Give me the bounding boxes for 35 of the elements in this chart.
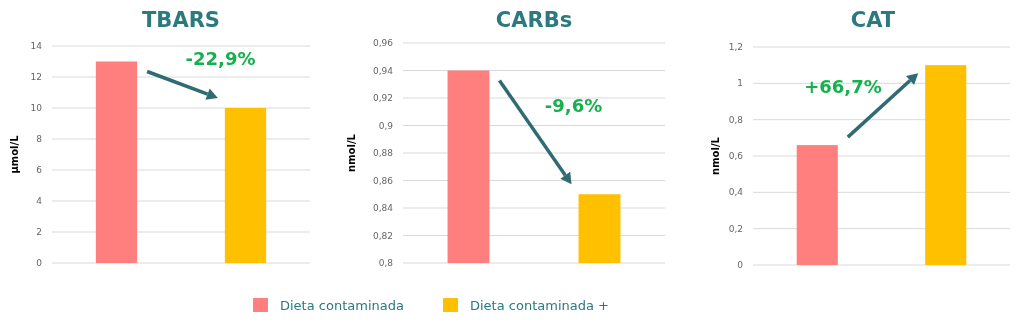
y-tick-label: 0,84 (372, 203, 394, 214)
y-tick-label: 0,92 (372, 93, 393, 104)
y-tick-label: 14 (30, 41, 43, 52)
y-tick-label: 0,86 (372, 175, 394, 186)
y-tick-label: 0,96 (372, 38, 394, 49)
legend-label: Dieta contaminada (280, 298, 404, 313)
annotation: +66,7% (804, 76, 882, 98)
y-tick-label: 10 (30, 103, 43, 114)
y-tick-label: 0,88 (372, 148, 394, 159)
y-axis-title: nmol/L (346, 133, 357, 172)
y-axis-title: µmol/L (9, 134, 20, 174)
y-tick-label: 0,94 (372, 65, 394, 76)
y-tick-label: 0 (36, 258, 43, 269)
y-tick-label: 0,8 (728, 114, 744, 125)
y-tick-label: 12 (30, 72, 42, 83)
y-tick-label: 6 (36, 165, 43, 176)
y-tick-label: 1 (737, 78, 743, 89)
legend-label: Dieta contaminada + (470, 298, 609, 313)
y-tick-label: 4 (36, 196, 43, 207)
y-tick-label: 0,82 (372, 230, 393, 241)
y-tick-label: 0,8 (378, 258, 394, 269)
y-tick-label: 0,2 (728, 223, 743, 234)
annotation: -9,6% (544, 95, 603, 117)
chart-title: CARBs (495, 8, 573, 32)
chart-title: CAT (850, 8, 896, 32)
y-tick-label: 0 (737, 260, 744, 271)
annotation: -22,9% (185, 47, 256, 69)
y-tick-label: 8 (36, 134, 43, 145)
y-axis-title: nmol/L (710, 136, 721, 175)
y-tick-label: 2 (36, 227, 42, 238)
y-tick-label: 1,2 (728, 42, 743, 53)
y-tick-label: 0,6 (728, 151, 744, 162)
chart-title: TBARS (142, 8, 220, 32)
y-tick-label: 0,9 (378, 120, 394, 131)
y-tick-label: 0,4 (728, 187, 744, 198)
